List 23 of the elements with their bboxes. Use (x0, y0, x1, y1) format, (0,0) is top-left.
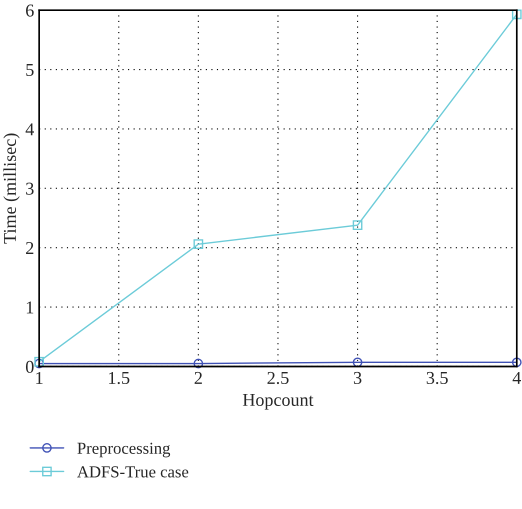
x-tick-label: 3.5 (426, 372, 448, 384)
y-tick-label: 6 (26, 4, 34, 17)
point (352, 220, 362, 230)
y-tick-label: 0 (26, 360, 34, 373)
point (512, 357, 522, 368)
y-tick-label: 2 (26, 242, 34, 254)
legend-label: Preprocessing (77, 442, 170, 458)
x-tick-label: 1.5 (109, 372, 130, 384)
x-tick-label: 4 (512, 372, 522, 384)
y-tick-label: 5 (26, 64, 34, 76)
x-tick-label: 2.5 (267, 372, 289, 384)
y-axis-title: Time (millisec) (3, 134, 20, 244)
y-tick-label: 3 (26, 182, 34, 195)
point (194, 358, 204, 368)
y-tick-label: 1 (26, 301, 34, 314)
x-axis-title: Hopcount (242, 394, 314, 410)
legend-label: ADFS-True case (77, 466, 188, 478)
point (194, 239, 204, 250)
point (512, 9, 522, 20)
y-tick-label: 4 (26, 123, 34, 136)
x-tick-label: 3 (354, 372, 362, 384)
x-tick-label: 1 (36, 372, 43, 384)
x-tick-label: 2 (194, 372, 202, 384)
